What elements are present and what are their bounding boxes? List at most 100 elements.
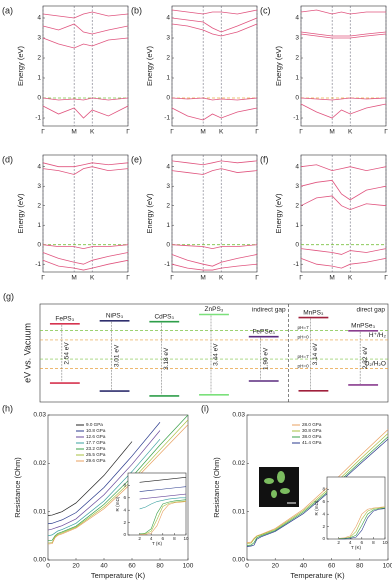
y-tick-label: 4 <box>166 15 170 22</box>
resistance-curve <box>47 438 161 537</box>
y-axis-label: Energy (eV) <box>274 45 283 86</box>
x-tick-label: 4 <box>349 540 352 545</box>
x-tick-label: Γ <box>126 275 130 282</box>
band <box>42 37 129 49</box>
x-tick-label: 6 <box>361 540 364 545</box>
y-tick-label: -1 <box>293 115 299 122</box>
inset-curve <box>139 501 187 535</box>
y-tick-label: 2 <box>37 55 41 62</box>
resistance-curve <box>246 436 389 546</box>
material-label: FePSe₃ <box>252 328 275 335</box>
y-tick-label: 1 <box>37 75 41 82</box>
material-label: FePS₃ <box>55 316 74 323</box>
x-tick-label: M <box>329 129 334 136</box>
y-axis-label: eV vs. Vacuum <box>22 323 32 383</box>
y-tick-label: 0.00 <box>232 557 245 564</box>
band <box>171 160 258 166</box>
x-tick-label: Γ <box>41 275 45 282</box>
band <box>42 105 129 119</box>
y-tick-label: 0 <box>322 536 325 541</box>
y-tick-label: 1 <box>295 75 299 82</box>
x-tick-label: K <box>90 275 95 282</box>
band <box>42 162 129 168</box>
annotation: direct gap <box>356 307 385 314</box>
y-tick-label: 0.02 <box>33 460 46 467</box>
y-tick-label: 1 <box>166 75 170 82</box>
y-axis-label: Energy (eV) <box>16 45 25 86</box>
band <box>42 23 129 35</box>
y-tick-label: 8 <box>322 487 325 492</box>
plot-frame <box>171 154 258 273</box>
y-axis-label: Energy (eV) <box>16 193 25 234</box>
band <box>300 97 387 101</box>
y-tick-label: 3 <box>295 35 299 42</box>
legend-label: 30.8 GPa <box>302 428 322 433</box>
crystal <box>271 490 277 498</box>
resistance-curve <box>47 419 189 544</box>
legend-label: 29.6 GPa <box>86 458 106 463</box>
y-tick-label: 3 <box>37 183 41 190</box>
x-tick-label: M <box>71 275 76 282</box>
y-tick-label: 0 <box>166 95 170 102</box>
x-tick-label: M <box>200 129 205 136</box>
x-tick-label: 8 <box>372 540 375 545</box>
band <box>171 168 258 175</box>
x-tick-label: 80 <box>356 563 364 570</box>
panel-label: (h) <box>2 403 13 413</box>
y-tick-label: 2 <box>295 202 299 209</box>
resistance-curve <box>47 430 161 531</box>
x-tick-label: 6 <box>162 536 165 541</box>
y-tick-label: 0 <box>166 241 170 248</box>
inset-curve <box>139 486 187 492</box>
redox-level-label: pH=0 <box>298 335 310 340</box>
gap-label: 3.18 eV <box>163 347 170 370</box>
y-tick-label: 3 <box>166 35 170 42</box>
crystal <box>277 471 285 483</box>
x-tick-label: K <box>348 129 353 136</box>
y-tick-label: 4 <box>37 163 41 170</box>
material-label: ZnPS₃ <box>205 306 224 313</box>
gap-label: 3.44 eV <box>213 343 220 366</box>
y-tick-label: 2 <box>295 55 299 62</box>
inset-curve <box>338 507 386 540</box>
x-tick-label: K <box>90 129 95 136</box>
x-tick-label: 40 <box>300 563 308 570</box>
band <box>300 31 387 37</box>
y-tick-label: 2 <box>322 524 325 529</box>
y-tick-label: 3 <box>37 35 41 42</box>
panel-label: (a) <box>2 5 13 15</box>
y-tick-label: -1 <box>164 115 170 122</box>
y-tick-label: 0.02 <box>232 460 245 467</box>
band <box>171 23 258 37</box>
inset-y-label: R (mΩ) <box>115 496 120 511</box>
y-tick-label: 1 <box>37 222 41 229</box>
band <box>300 179 387 201</box>
band <box>42 166 129 175</box>
material-label: MnPS₃ <box>303 309 324 316</box>
x-tick-label: 4 <box>150 536 153 541</box>
x-tick-label: 2 <box>337 540 340 545</box>
inset-curve <box>139 499 187 535</box>
x-tick-label: Γ <box>255 129 259 136</box>
y-tick-label: 6 <box>123 495 126 500</box>
band <box>300 164 387 172</box>
x-tick-label: 60 <box>328 563 336 570</box>
x-tick-label: Γ <box>170 129 174 136</box>
material-label: MnPSe₃ <box>351 323 375 330</box>
band <box>300 103 387 119</box>
band <box>42 259 129 271</box>
y-tick-label: 1 <box>295 222 299 229</box>
gap-label: 1.90 eV <box>262 347 269 370</box>
y-tick-label: 3 <box>295 183 299 190</box>
redox-level-label: pH=7 <box>298 354 310 359</box>
panel-label: (e) <box>131 154 142 164</box>
y-tick-label: 1 <box>166 222 170 229</box>
inset-curve <box>139 500 187 535</box>
legend-label: 38.0 GPa <box>302 434 322 439</box>
resistance-curve <box>47 422 161 525</box>
y-tick-label: 3 <box>166 183 170 190</box>
reaction-label: O₂/H₂O <box>364 361 386 368</box>
x-tick-label: 20 <box>72 563 80 570</box>
x-tick-label: 2 <box>138 536 141 541</box>
